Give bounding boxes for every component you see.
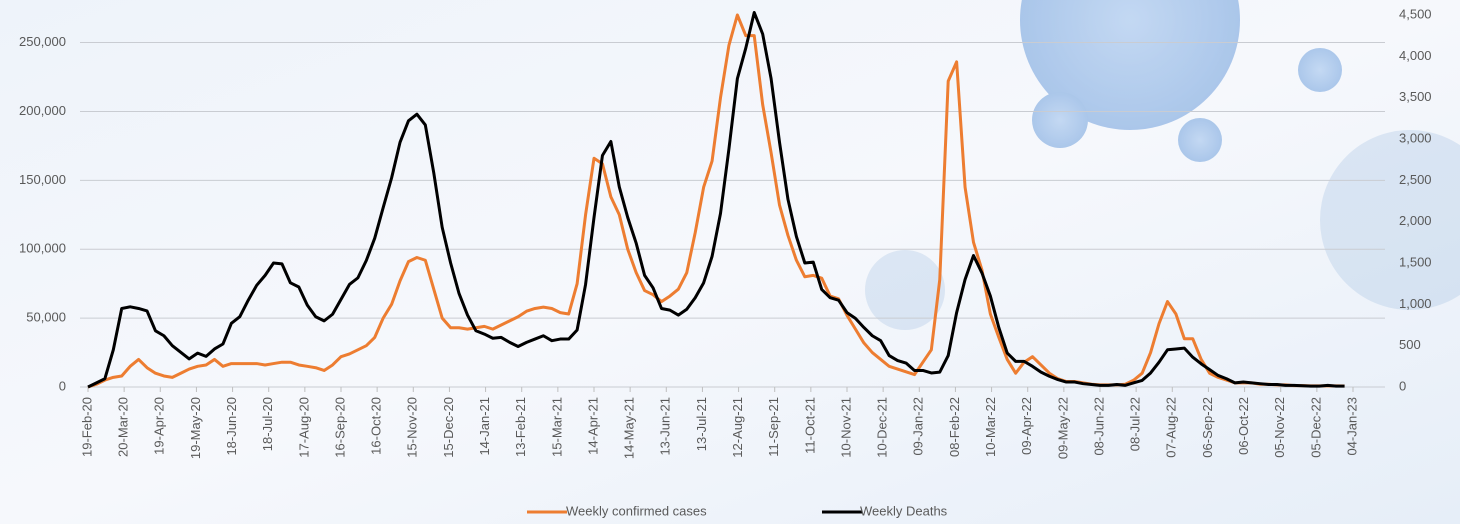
x-tick-label: 19-Apr-20 [152,397,167,455]
x-tick-label: 17-Aug-20 [296,397,311,458]
x-tick-label: 13-Jun-21 [658,397,673,456]
x-tick-label: 10-Dec-21 [875,397,890,458]
legend-label: Weekly confirmed cases [566,503,707,518]
virus-decoration [1020,0,1342,162]
y2-tick-label: 4,000 [1399,48,1432,63]
x-tick-label: 15-Dec-20 [441,397,456,458]
y2-tick-label: 3,500 [1399,89,1432,104]
x-tick-label: 12-Aug-21 [730,397,745,458]
x-tick-label: 09-May-22 [1055,397,1070,459]
x-tick-label: 18-Jun-20 [224,397,239,456]
y2-tick-label: 2,500 [1399,172,1432,187]
x-tick-label: 11-Oct-21 [802,397,817,454]
x-tick-label: 09-Jan-22 [911,397,926,456]
x-tick-label: 08-Feb-22 [947,397,962,457]
y2-tick-label: 1,500 [1399,254,1432,269]
y2-tick-label: 500 [1399,337,1421,352]
x-tick-label: 16-Oct-20 [369,397,384,455]
y-tick-label: 250,000 [19,34,66,49]
x-tick-label: 07-Aug-22 [1164,397,1179,458]
y2-tick-label: 1,000 [1399,296,1432,311]
y2-tick-label: 3,000 [1399,130,1432,145]
x-tick-label: 05-Dec-22 [1308,397,1323,458]
y-tick-label: 0 [59,378,66,393]
x-tick-label: 14-Apr-21 [585,397,600,455]
series-line [87,13,1345,389]
x-tick-label: 10-Mar-22 [983,397,998,457]
y2-tick-label: 0 [1399,378,1406,393]
x-tick-label: 15-Nov-20 [405,397,420,458]
x-tick-label: 08-Jun-22 [1091,397,1106,456]
x-tick-label: 20-Mar-20 [116,397,131,457]
legend-label: Weekly Deaths [860,503,948,518]
x-tick-label: 16-Sep-20 [332,397,347,458]
series-line [87,11,1345,389]
x-tick-label: 15-Mar-21 [549,397,564,457]
x-tick-label: 14-Jan-21 [477,397,492,456]
y-tick-label: 200,000 [19,103,66,118]
x-tick-label: 11-Sep-21 [766,397,781,457]
y2-tick-label: 4,500 [1399,6,1432,21]
x-tick-label: 09-Apr-22 [1019,397,1034,455]
x-tick-label: 13-Jul-21 [694,397,709,451]
x-tick-label: 08-Jul-22 [1128,397,1143,451]
virus-decoration [865,130,1460,330]
x-tick-label: 14-May-21 [622,397,637,459]
plot-area: 0 50,000 100,000 150,000 200,000 250,000 0 500 1… [19,6,1432,459]
x-tick-label: 06-Sep-22 [1200,397,1215,458]
y-tick-label: 100,000 [19,241,66,256]
y2-tick-label: 2,000 [1399,213,1432,228]
y-tick-label: 150,000 [19,172,66,187]
y-tick-label: 50,000 [26,310,66,325]
x-tick-label: 05-Nov-22 [1272,397,1287,458]
x-tick-label: 13-Feb-21 [513,397,528,457]
x-tick-label: 10-Nov-21 [838,397,853,458]
legend: Weekly confirmed cases Weekly Deaths [527,503,948,518]
x-tick-label: 19-May-20 [188,397,203,459]
x-tick-label: 18-Jul-20 [260,397,275,451]
x-tick-label: 06-Oct-22 [1236,397,1251,455]
x-tick-label: 04-Jan-23 [1344,397,1359,456]
x-tick-label: 19-Feb-20 [79,397,94,457]
